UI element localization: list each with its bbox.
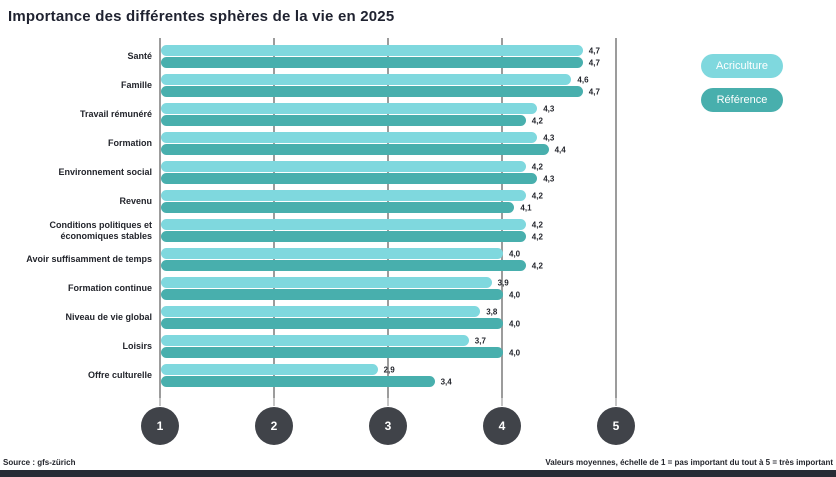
chart-title: Importance des différentes sphères de la…	[8, 8, 395, 25]
axis-label-2: 2	[255, 407, 293, 445]
bar-value: 3,9	[497, 278, 509, 287]
axis-tick-2	[273, 398, 275, 406]
gridline-4	[501, 38, 503, 398]
legend: Acriculture Référence	[701, 54, 783, 112]
category-label: Loisirs	[122, 341, 152, 352]
bar-value: 4,0	[509, 249, 521, 258]
axis-tick-1	[159, 398, 161, 406]
bar-reference	[161, 288, 503, 300]
bar-reference	[161, 143, 549, 155]
axis-label-3: 3	[369, 407, 407, 445]
bar-value: 2,9	[383, 365, 395, 374]
bar-reference	[161, 114, 526, 126]
bar-value: 4,0	[509, 348, 521, 357]
bar-acriculture	[161, 160, 526, 172]
gridline-1	[159, 38, 161, 398]
category-label: Avoir suffisamment de temps	[26, 254, 152, 265]
bar-value: 4,2	[531, 220, 543, 229]
bar-reference	[161, 375, 435, 387]
bar-value: 4,1	[520, 203, 532, 212]
legend-label: Référence	[716, 94, 768, 106]
bar-value: 4,7	[588, 46, 600, 55]
bar-value: 4,4	[554, 145, 566, 154]
axis-label-1: 1	[141, 407, 179, 445]
chart-row: Niveau de vie global 3,8 4,0	[0, 303, 836, 332]
bar-acriculture	[161, 247, 503, 259]
bar-value: 4,2	[531, 261, 543, 270]
chart-row: Formation continue 3,9 4,0	[0, 274, 836, 303]
chart-row: Environnement social 4,2 4,3	[0, 158, 836, 187]
chart-row: Offre culturelle 2,9 3,4	[0, 361, 836, 390]
bar-acriculture	[161, 131, 538, 143]
chart-row: Loisirs 3,7 4,0	[0, 332, 836, 361]
gridline-5	[615, 38, 617, 398]
bar-value: 3,7	[474, 336, 486, 345]
bar-value: 4,0	[509, 319, 521, 328]
axis-tick-4	[501, 398, 503, 406]
chart-row: Famille 4,6 4,7	[0, 71, 836, 100]
bar-reference	[161, 230, 526, 242]
axis-tick-3	[387, 398, 389, 406]
bar-value: 4,7	[588, 87, 600, 96]
category-label: Niveau de vie global	[65, 312, 152, 323]
bar-reference	[161, 201, 515, 213]
category-label: Conditions politiques et économiques sta…	[49, 220, 153, 241]
bar-acriculture	[161, 189, 526, 201]
gridline-3	[387, 38, 389, 398]
bar-acriculture	[161, 363, 378, 375]
category-label: Famille	[120, 80, 152, 91]
chart-row: Revenu 4,2 4,1	[0, 187, 836, 216]
axis-label-5: 5	[597, 407, 635, 445]
bar-acriculture	[161, 276, 492, 288]
category-label: Santé	[127, 51, 152, 62]
bar-acriculture	[161, 73, 572, 85]
category-label: Environnement social	[58, 167, 152, 178]
chart-row: Travail rémunéré 4,3 4,2	[0, 100, 836, 129]
bar-value: 3,4	[440, 377, 452, 386]
legend-item-reference: Référence	[701, 88, 783, 112]
bar-reference	[161, 317, 503, 329]
bar-reference	[161, 346, 503, 358]
bar-value: 4,2	[531, 162, 543, 171]
axis-label-4: 4	[483, 407, 521, 445]
category-label: Travail rémunéré	[79, 109, 152, 120]
bar-value: 4,0	[509, 290, 521, 299]
bar-acriculture	[161, 305, 481, 317]
legend-item-acriculture: Acriculture	[701, 54, 783, 78]
bar-value: 4,3	[543, 133, 555, 142]
bar-value: 4,2	[531, 232, 543, 241]
bar-value: 4,2	[531, 116, 543, 125]
bar-acriculture	[161, 334, 469, 346]
bar-reference	[161, 259, 526, 271]
bar-reference	[161, 172, 538, 184]
bar-value: 4,3	[543, 174, 555, 183]
chart-row: Formation 4,3 4,4	[0, 129, 836, 158]
bar-reference	[161, 56, 583, 68]
bar-value: 4,7	[588, 58, 600, 67]
category-label: Revenu	[119, 196, 152, 207]
axis-tick-5	[615, 398, 617, 406]
bar-reference	[161, 85, 583, 97]
source-note: Source : gfs-zürich	[3, 458, 76, 467]
chart-row: Santé 4,7 4,7	[0, 42, 836, 71]
bar-acriculture	[161, 44, 583, 56]
category-label: Formation continue	[68, 283, 152, 294]
legend-label: Acriculture	[716, 60, 768, 72]
chart-row: Avoir suffisamment de temps 4,0 4,2	[0, 245, 836, 274]
bar-acriculture	[161, 102, 538, 114]
bar-acriculture	[161, 218, 526, 230]
bar-value: 4,2	[531, 191, 543, 200]
chart-row: Conditions politiques et économiques sta…	[0, 216, 836, 245]
category-label: Formation	[108, 138, 152, 149]
bottom-strip	[0, 470, 836, 477]
bar-value: 4,6	[577, 75, 589, 84]
gridline-2	[273, 38, 275, 398]
bar-value: 3,8	[486, 307, 498, 316]
category-label: Offre culturelle	[87, 370, 152, 381]
scale-note: Valeurs moyennes, échelle de 1 = pas imp…	[545, 458, 833, 467]
bar-value: 4,3	[543, 104, 555, 113]
